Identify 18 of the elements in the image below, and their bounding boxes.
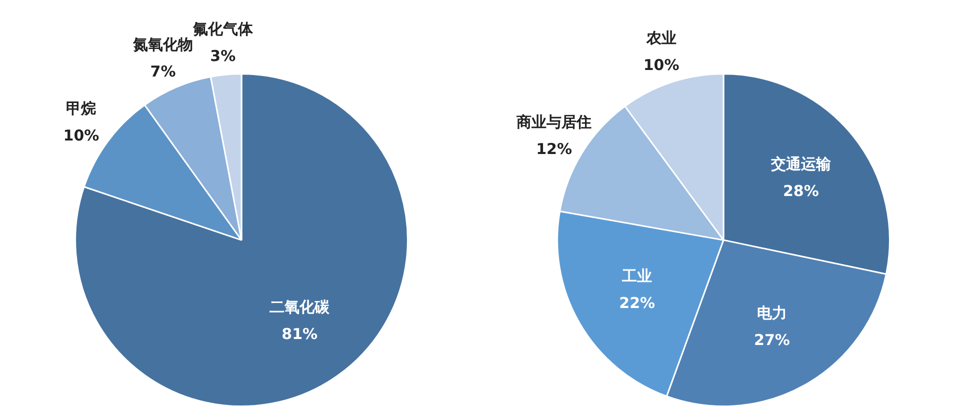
- data-label: 81%: [282, 325, 318, 344]
- data-label: 3%: [210, 47, 236, 66]
- slice-label: 甲烷: [66, 100, 96, 118]
- slice-label: 工业: [621, 267, 652, 286]
- slice-label: 氟化气体: [192, 20, 254, 38]
- data-label: 10%: [63, 126, 100, 145]
- slice-label: 交通运输: [770, 155, 832, 174]
- data-label: 28%: [782, 182, 819, 200]
- data-label: 10%: [643, 56, 680, 74]
- slice-label: 二氧化碳: [270, 298, 331, 316]
- slice-label: 商业与居住: [516, 113, 592, 132]
- data-label: 12%: [536, 140, 572, 158]
- slice-label: 氮氧化物: [132, 35, 194, 54]
- data-label: 27%: [754, 331, 790, 350]
- data-label: 22%: [619, 294, 656, 312]
- data-label: 7%: [150, 62, 176, 80]
- slice-label: 农业: [645, 29, 676, 48]
- slice-label: 电力: [756, 304, 787, 322]
